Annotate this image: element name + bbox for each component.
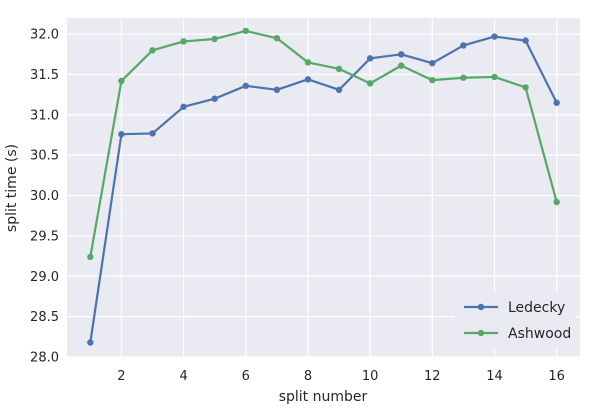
y-tick-label: 28.0 [30, 351, 59, 366]
data-point-ledecky [304, 76, 312, 83]
legend-marker-ashwood [477, 329, 485, 337]
legend-label-ledecky: Ledecky [508, 300, 565, 316]
x-tick-label: 12 [424, 369, 441, 384]
data-point-ashwood [460, 74, 467, 81]
data-point-ledecky [242, 82, 249, 90]
x-axis-label: split number [279, 389, 368, 405]
data-point-ashwood [211, 35, 218, 43]
data-point-ledecky [460, 42, 467, 49]
data-point-ashwood [273, 34, 281, 42]
data-point-ledecky [429, 60, 436, 67]
legend-label-ashwood: Ashwood [508, 326, 571, 342]
data-point-ashwood [491, 73, 498, 81]
data-point-ashwood [335, 65, 343, 73]
x-tick-label: 2 [117, 369, 125, 384]
x-tick-label: 8 [304, 369, 312, 384]
data-point-ashwood [149, 47, 156, 54]
data-point-ledecky [118, 131, 125, 138]
data-point-ledecky [211, 95, 218, 102]
y-axis-label: split time (s) [4, 144, 20, 232]
data-point-ashwood [118, 77, 125, 85]
grid [67, 18, 580, 358]
series-line-ledecky [89, 35, 558, 344]
y-tick-labels: 28.0 28.5 29.0 29.5 30.0 30.5 31.0 31.5 32.0 [30, 28, 59, 366]
y-tick-label: 30.0 [30, 189, 59, 204]
data-point-ledecky [87, 339, 94, 346]
legend: Ledecky Ashwood [454, 293, 576, 349]
data-point-ledecky [366, 55, 374, 62]
x-tick-label: 16 [548, 369, 565, 384]
data-point-ledecky [335, 86, 343, 94]
x-tick-label: 10 [362, 369, 379, 384]
data-point-ashwood [180, 38, 187, 45]
data-point-ledecky [398, 51, 405, 58]
data-point-ashwood [522, 84, 529, 91]
data-point-ledecky [522, 37, 529, 44]
data-point-ledecky [491, 33, 498, 40]
y-tick-label: 30.5 [30, 149, 59, 164]
data-point-ledecky [180, 103, 187, 110]
data-point-ashwood [366, 80, 374, 87]
data-point-ledecky [149, 130, 156, 137]
y-tick-label: 32.0 [30, 28, 59, 43]
data-point-ashwood [398, 62, 405, 69]
x-tick-label: 4 [179, 369, 187, 384]
data-point-ashwood [304, 59, 312, 66]
series-line-ashwood [89, 29, 558, 259]
data-point-ashwood [242, 27, 249, 35]
x-tick-label: 14 [486, 369, 503, 384]
y-tick-label: 28.5 [30, 310, 59, 325]
series-group [87, 27, 560, 346]
data-point-ashwood [553, 198, 560, 206]
data-point-ashwood [87, 253, 94, 261]
data-point-ashwood [429, 76, 436, 84]
y-tick-label: 29.5 [30, 229, 59, 244]
data-point-ledecky [273, 86, 281, 94]
y-tick-label: 31.0 [30, 108, 59, 123]
x-tick-label: 6 [242, 369, 250, 384]
legend-marker-ledecky [477, 303, 485, 311]
data-point-ledecky [553, 99, 560, 106]
x-tick-labels: 2 4 6 8 10 12 14 16 [117, 369, 565, 384]
y-tick-label: 29.0 [30, 270, 59, 285]
y-tick-label: 31.5 [30, 68, 59, 83]
